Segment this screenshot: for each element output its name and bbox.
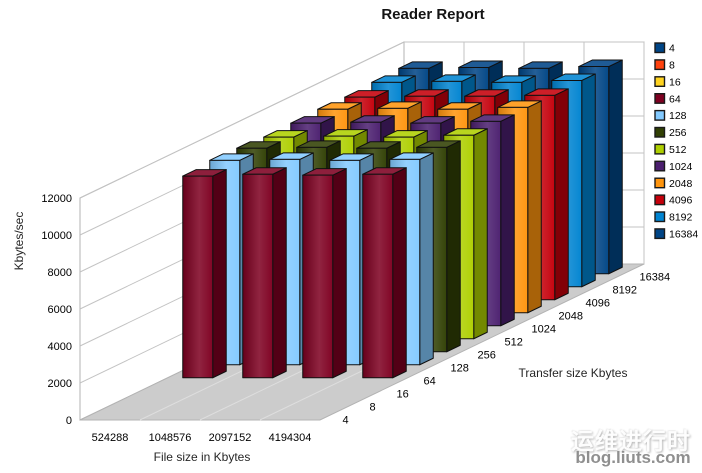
bar-front-face bbox=[302, 174, 334, 379]
legend-swatch bbox=[654, 228, 666, 240]
bar-64-1048576 bbox=[242, 167, 287, 379]
legend-label: 8 bbox=[669, 60, 675, 72]
legend-item: 16 bbox=[654, 76, 681, 88]
z-tick-label: 16 bbox=[397, 389, 409, 401]
z-tick-label: 128 bbox=[451, 363, 469, 375]
y-tick-label: 4000 bbox=[48, 341, 72, 353]
z-tick-label: 256 bbox=[478, 350, 496, 362]
bar-64-4194304 bbox=[362, 167, 407, 379]
x-tick-label: 524288 bbox=[92, 432, 129, 444]
legend-swatch bbox=[654, 59, 666, 71]
z-tick-label: 8192 bbox=[613, 285, 637, 297]
legend-swatch bbox=[654, 76, 666, 88]
bar-side-face bbox=[608, 59, 623, 275]
legend-swatch bbox=[654, 143, 666, 155]
bar-side-face bbox=[392, 167, 407, 379]
bar-front-face bbox=[362, 173, 394, 379]
legend-label: 512 bbox=[669, 144, 687, 156]
legend-swatch bbox=[654, 177, 666, 189]
bar-side-face bbox=[419, 152, 434, 366]
legend-item: 128 bbox=[654, 109, 687, 122]
bars bbox=[182, 59, 623, 379]
legend-item: 512 bbox=[654, 143, 687, 156]
y-tick-label: 6000 bbox=[48, 304, 72, 316]
x-axis-title: File size in Kbytes bbox=[153, 450, 251, 464]
bar-side-face bbox=[272, 167, 287, 379]
watermark-url-text: blog.liuts.com bbox=[575, 448, 691, 467]
watermark-cjk-text: 运维进行时 bbox=[571, 428, 691, 454]
legend-item: 2048 bbox=[654, 177, 693, 190]
legend-swatch bbox=[654, 109, 666, 121]
legend-label: 1024 bbox=[669, 161, 693, 173]
legend-label: 16 bbox=[669, 76, 681, 88]
legend-item: 256 bbox=[654, 126, 687, 139]
y-tick-label: 0 bbox=[66, 415, 72, 427]
z-tick-label: 64 bbox=[424, 376, 436, 388]
legend: 4 8 16 64 128 256 512 1024 2048 4096 8192 16384 bbox=[654, 42, 698, 241]
legend-swatch bbox=[654, 211, 666, 223]
z-axis-title: Transfer size Kbytes bbox=[518, 366, 628, 380]
legend-item: 16384 bbox=[654, 228, 698, 241]
bar-side-face bbox=[473, 128, 488, 340]
z-tick-label: 2048 bbox=[559, 311, 583, 323]
x-tick-label: 1048576 bbox=[149, 432, 192, 444]
bar-side-face bbox=[332, 168, 347, 379]
y-axis-title: Kbytes/sec bbox=[12, 211, 26, 271]
chart-title: Reader Report bbox=[381, 6, 485, 23]
z-tick-label: 1024 bbox=[532, 324, 556, 336]
legend-label: 128 bbox=[669, 110, 687, 122]
x-tick-label: 2097152 bbox=[209, 432, 252, 444]
z-tick-label: 512 bbox=[505, 337, 523, 349]
legend-swatch bbox=[654, 160, 666, 172]
y-axis-tick-labels: 0 2000 4000 6000 8000 10000 12000 bbox=[41, 193, 72, 427]
legend-label: 64 bbox=[669, 93, 681, 105]
legend-label: 256 bbox=[669, 127, 687, 139]
bar-front-face bbox=[182, 175, 214, 379]
bar-side-face bbox=[554, 88, 569, 301]
y-tick-label: 10000 bbox=[41, 230, 72, 242]
y-tick-label: 2000 bbox=[48, 378, 72, 390]
bar-side-face bbox=[212, 169, 227, 379]
legend-item: 1024 bbox=[654, 160, 693, 173]
legend-swatch bbox=[654, 126, 666, 138]
legend-item: 64 bbox=[654, 92, 681, 105]
z-tick-label: 4 bbox=[343, 415, 349, 427]
legend-item: 4096 bbox=[654, 194, 693, 207]
legend-label: 8192 bbox=[669, 212, 693, 224]
z-tick-label: 4096 bbox=[586, 298, 610, 310]
bar-front-face bbox=[242, 173, 274, 379]
legend-label: 4096 bbox=[669, 195, 693, 207]
legend-swatch bbox=[654, 92, 666, 104]
legend-label: 4 bbox=[669, 43, 675, 55]
legend-item: 4 bbox=[654, 42, 675, 55]
legend-item: 8 bbox=[654, 59, 675, 72]
legend-label: 16384 bbox=[669, 229, 698, 241]
x-axis-tick-labels: 524288 1048576 2097152 4194304 bbox=[92, 432, 312, 444]
bar-side-face bbox=[527, 100, 542, 314]
bar-64-2097152 bbox=[302, 168, 347, 379]
legend-swatch bbox=[654, 194, 666, 206]
z-tick-label: 16384 bbox=[640, 272, 671, 284]
y-tick-label: 12000 bbox=[41, 193, 72, 205]
legend-item: 8192 bbox=[654, 211, 693, 224]
bar-side-face bbox=[446, 140, 461, 353]
x-tick-label: 4194304 bbox=[269, 432, 312, 444]
bar-side-face bbox=[500, 114, 515, 327]
bar-64-524288 bbox=[182, 169, 227, 379]
legend-label: 2048 bbox=[669, 178, 693, 190]
legend-swatch bbox=[654, 42, 666, 54]
bar-side-face bbox=[581, 73, 596, 288]
z-tick-label: 8 bbox=[370, 402, 376, 414]
y-tick-label: 8000 bbox=[48, 267, 72, 279]
